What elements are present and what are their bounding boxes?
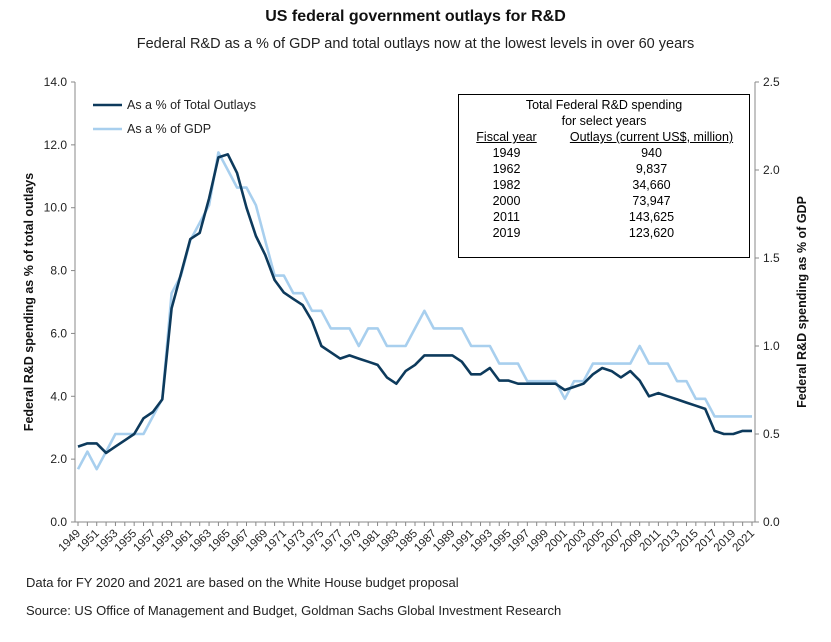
table-row: 1949 940 xyxy=(459,145,749,161)
y-tick-label: 4.0 xyxy=(50,389,67,403)
y2-tick-label: 2.5 xyxy=(763,75,780,89)
table-row: 1962 9,837 xyxy=(459,161,749,177)
table-header: Fiscal year Outlays (current US$, millio… xyxy=(459,129,749,145)
fiscal-year: 2011 xyxy=(493,210,520,224)
table-row: 1982 34,660 xyxy=(459,177,749,193)
table-row: 2019 123,620 xyxy=(459,225,749,241)
y2-tick-label: 2.0 xyxy=(763,163,780,177)
col-fiscal-year: Fiscal year xyxy=(476,130,537,144)
x-tick-label: 2021 xyxy=(731,528,758,555)
table-row: 2000 73,947 xyxy=(459,193,749,209)
table-title-2: for select years xyxy=(561,114,647,128)
chart-subtitle: Federal R&D as a % of GDP and total outl… xyxy=(136,36,695,52)
y-tick-label: 8.0 xyxy=(50,264,67,278)
y2-tick-label: 0.5 xyxy=(763,427,780,441)
outlays-value: 143,625 xyxy=(628,210,675,224)
fiscal-year: 1962 xyxy=(492,162,521,176)
y-tick-label: 2.0 xyxy=(50,452,67,466)
fiscal-year: 2000 xyxy=(492,194,521,208)
y-tick-label: 10.0 xyxy=(44,201,68,215)
footnote-data: Data for FY 2020 and 2021 are based on t… xyxy=(26,575,459,590)
footnote-source: Source: US Office of Management and Budg… xyxy=(26,603,562,618)
y-tick-label: 12.0 xyxy=(44,138,68,152)
outlays-value: 9,837 xyxy=(635,162,668,176)
y-tick-label: 6.0 xyxy=(50,326,67,340)
chart-title: US federal government outlays for R&D xyxy=(265,8,566,25)
outlays-value: 940 xyxy=(641,146,662,160)
series-line-total-outlays xyxy=(77,153,752,455)
y-axis-label: Federal R&D spending as % of total outla… xyxy=(22,173,36,431)
col-outlays: Outlays (current US$, million) xyxy=(569,130,734,144)
outlays-value: 123,620 xyxy=(628,226,675,240)
outlays-value: 34,660 xyxy=(632,178,671,192)
outlays-value: 73,947 xyxy=(632,194,671,208)
spending-table: Total Federal R&D spending for select ye… xyxy=(458,94,750,258)
y-tick-label: 14.0 xyxy=(44,75,68,89)
fiscal-year: 2019 xyxy=(492,226,521,240)
legend-label: As a % of Total Outlays xyxy=(127,98,256,112)
fiscal-year: 1982 xyxy=(492,178,521,192)
y-tick-label: 0.0 xyxy=(50,515,67,529)
y2-tick-label: 0.0 xyxy=(763,515,780,529)
table-row: 2011 143,625 xyxy=(459,209,749,225)
y2-axis-label: Federal R&D spending as % of GDP xyxy=(795,196,809,408)
y2-tick-label: 1.0 xyxy=(763,339,780,353)
y2-tick-label: 1.5 xyxy=(763,251,780,265)
fiscal-year: 1949 xyxy=(492,146,521,160)
table-title-1: Total Federal R&D spending xyxy=(525,98,683,112)
legend-label: As a % of GDP xyxy=(127,122,211,136)
